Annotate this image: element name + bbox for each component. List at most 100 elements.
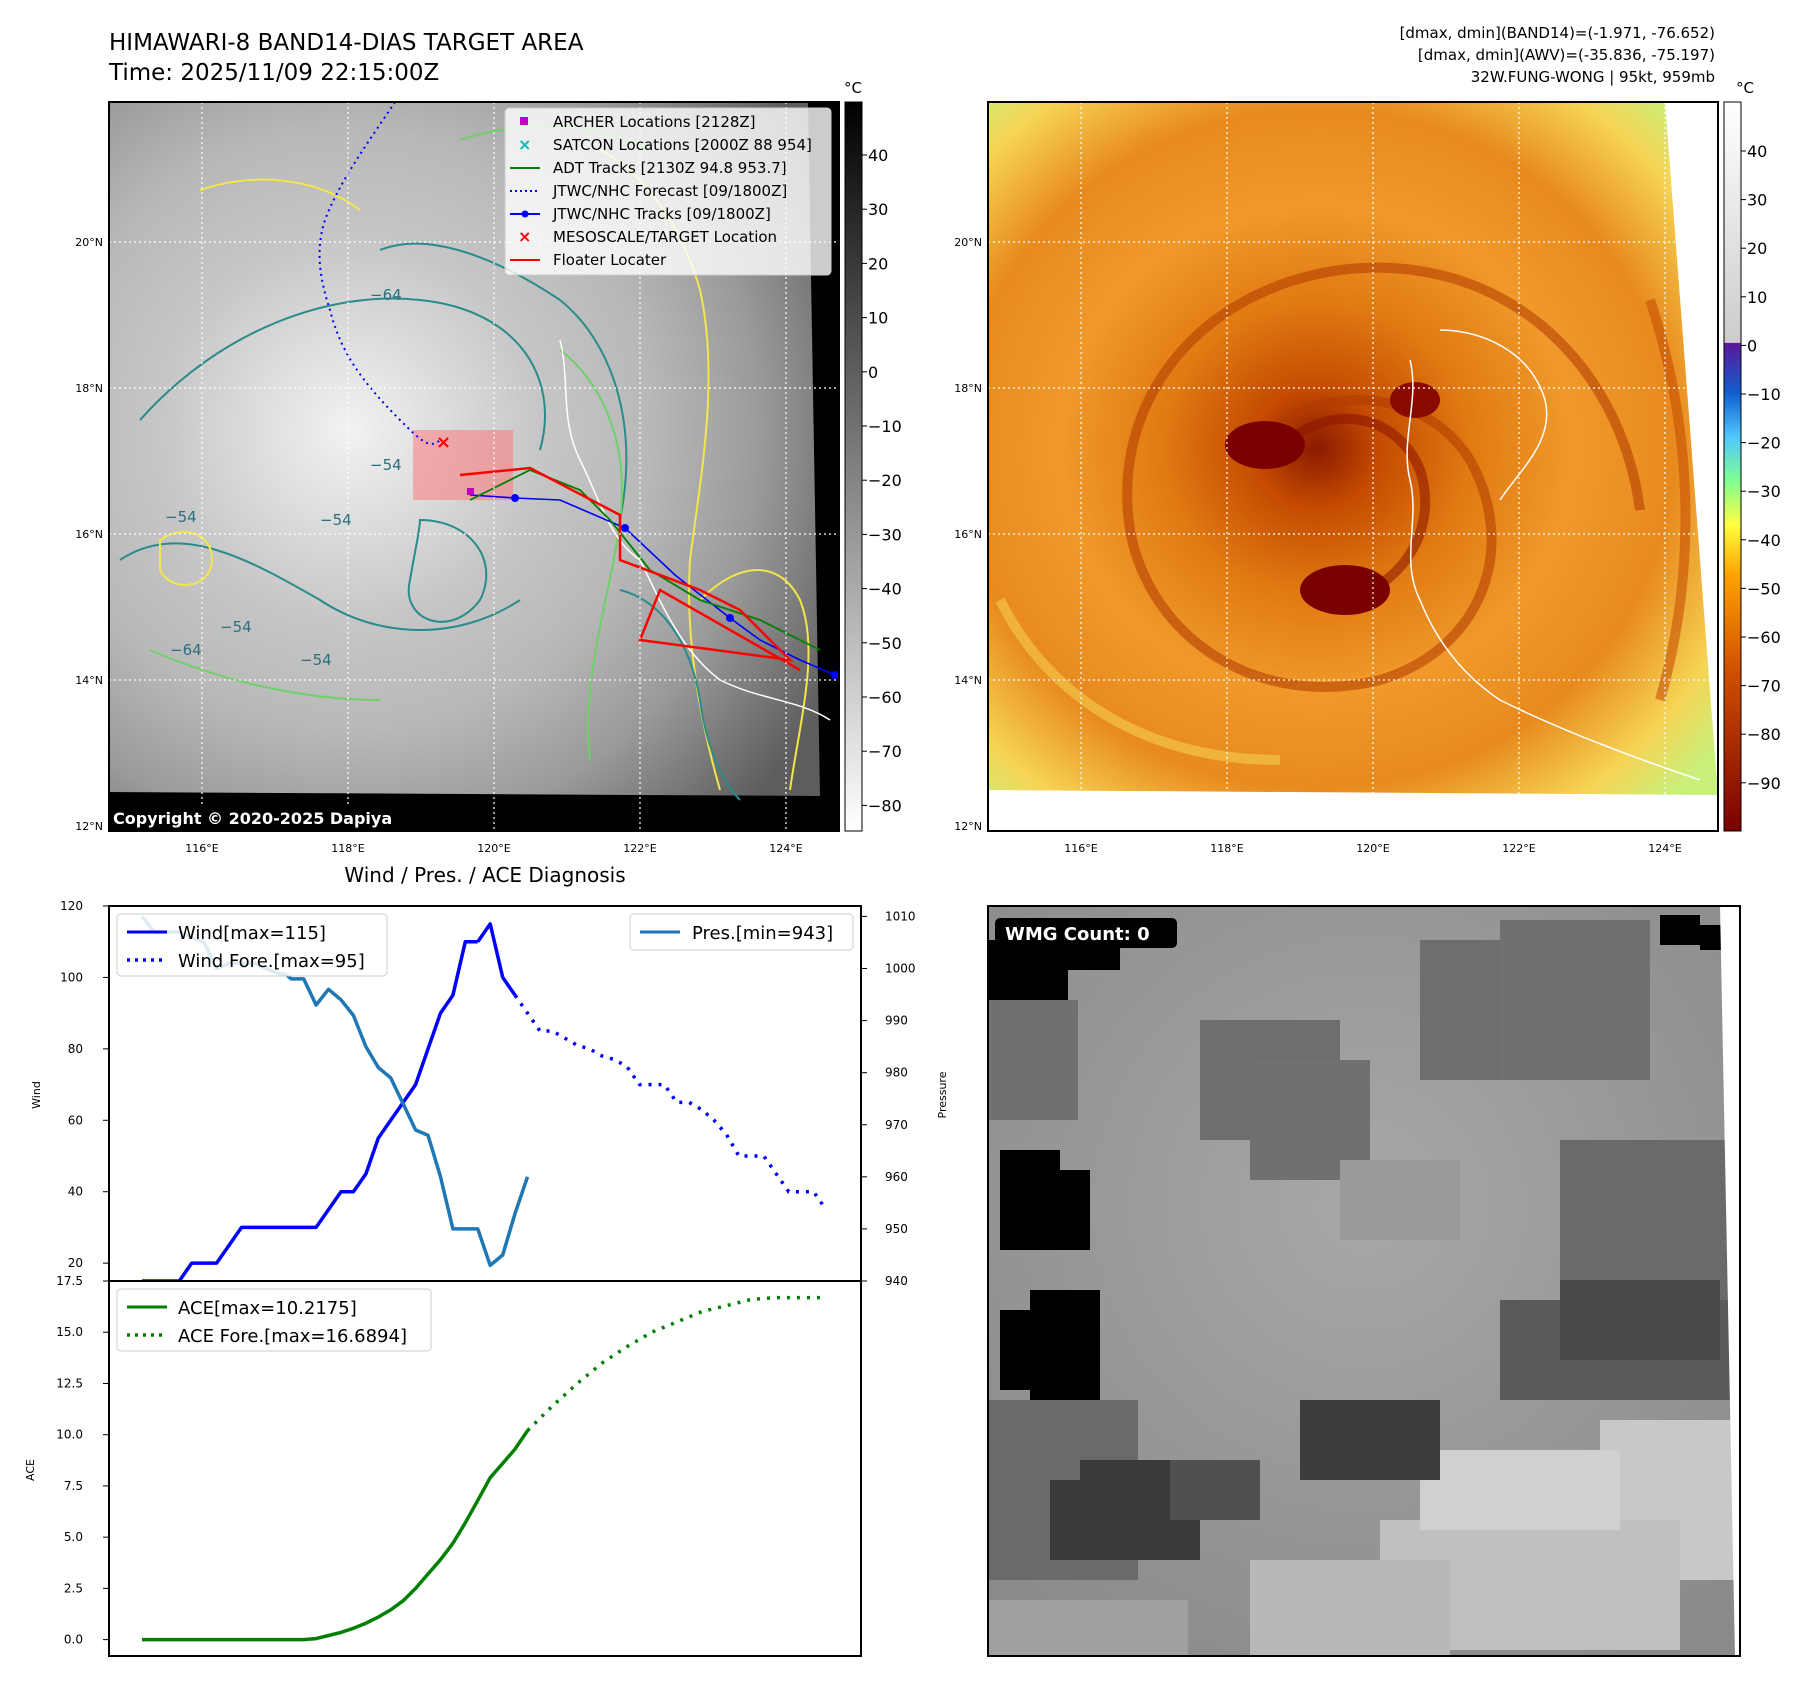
colorbar-tick-label: −80	[1747, 725, 1781, 744]
ace-chart: 0.0 2.5 5.0 7.5 10.0 12.5 15.0 17.5 ACE ACE[max…	[24, 1274, 862, 1657]
pressure-legend: Pres.[min=943]	[629, 913, 854, 951]
diagnosis-title: Wind / Pres. / ACE Diagnosis	[344, 863, 625, 887]
wind-tick-label: 40	[68, 1185, 83, 1199]
lat-tick-label: 12°N	[75, 820, 103, 833]
cold-core	[1390, 382, 1440, 418]
wind-tick-label: 120	[60, 899, 83, 913]
ace-legend: ACE[max=10.2175] ACE Fore.[max=16.6894]	[116, 1288, 432, 1352]
dmax-awv: [dmax, dmin](AWV)=(-35.836, -75.197)	[1418, 46, 1715, 64]
legend-label: JTWC/NHC Tracks [09/1800Z]	[552, 205, 771, 223]
wind-legend-label: Wind[max=115]	[178, 923, 326, 944]
lon-tick-label: 118°E	[331, 842, 364, 855]
pressure-tick-label: 950	[885, 1222, 908, 1236]
colorbar-tick-label: −30	[1747, 482, 1781, 501]
copyright: Copyright © 2020-2025 Dapiya	[113, 809, 392, 828]
wmg-cell	[988, 1000, 1078, 1120]
wind-pressure-chart: 20 40 60 80 100 120 940 950 960 970 980 990 1000 1010…	[30, 899, 949, 1288]
lat-tick-label: 16°N	[75, 528, 103, 541]
wmg-cell	[1420, 1450, 1620, 1530]
contour-label: −64	[170, 641, 202, 659]
colorbar-tick-label: −50	[1747, 579, 1781, 598]
wmg-cell	[1560, 1140, 1740, 1300]
contour-label: −54	[220, 618, 252, 636]
wmg-count: WMG Count: 0	[1005, 924, 1150, 945]
wmg-cell	[1040, 1170, 1090, 1250]
colorbar-tick-label: −10	[868, 417, 902, 436]
colorbar-tick-label: −60	[1747, 628, 1781, 647]
lon-tick-label: 124°E	[769, 842, 802, 855]
pressure-tick-label: 980	[885, 1066, 908, 1080]
ace-legend-label: ACE[max=10.2175]	[178, 1298, 357, 1319]
ace-fore-legend-label: ACE Fore.[max=16.6894]	[178, 1326, 407, 1347]
pressure-axis-label: Pressure	[936, 1071, 949, 1118]
wind-axis-label: Wind	[30, 1081, 43, 1109]
legend-marker: ×	[518, 227, 531, 246]
wmg-cell	[1340, 1160, 1460, 1240]
colorbar-tick-label: −20	[1747, 434, 1781, 453]
pressure-tick-label: 940	[885, 1274, 908, 1288]
lon-tick-label: 116°E	[185, 842, 218, 855]
lon-tick-label: 122°E	[623, 842, 656, 855]
colorbar-tick-label: −70	[868, 742, 902, 761]
ir-legend: ARCHER Locations [2128Z] × SATCON Location…	[504, 107, 832, 276]
pressure-tick-label: 1000	[885, 962, 916, 976]
ace-tick-label: 0.0	[64, 1633, 83, 1647]
colorbar-tick-label: −20	[868, 471, 902, 490]
lat-tick-label: 14°N	[954, 674, 982, 687]
wmg-cell	[988, 940, 1068, 1000]
lat-tick-label: 20°N	[954, 236, 982, 249]
colorbar-tick-label: 20	[868, 254, 888, 273]
map-time: Time: 2025/11/09 22:15:00Z	[108, 60, 439, 86]
cold-core	[1225, 421, 1305, 469]
lon-tick-label: 120°E	[1356, 842, 1389, 855]
wind-tick-label: 80	[68, 1042, 83, 1056]
wind-tick-label: 100	[60, 970, 83, 984]
colorbar-tick-label: −70	[1747, 677, 1781, 696]
map-title: HIMAWARI-8 BAND14-DIAS TARGET AREA	[109, 30, 584, 56]
wmg-cell	[1660, 915, 1700, 945]
cold-core	[1300, 565, 1390, 615]
lat-tick-label: 12°N	[954, 820, 982, 833]
colorbar-tick-label: −60	[868, 688, 902, 707]
ir-map: × −64 −54 −54 −64 −54 −54 −54	[108, 101, 840, 832]
colorbar-tick-label: 30	[1747, 191, 1767, 210]
pressure-tick-label: 970	[885, 1118, 908, 1132]
wmg-cell	[1170, 1460, 1260, 1520]
pressure-tick-label: 990	[885, 1014, 908, 1028]
colorbar-tick-label: 10	[1747, 288, 1767, 307]
contour-label: −54	[165, 508, 197, 526]
dmax-band14: [dmax, dmin](BAND14)=(-1.971, -76.652)	[1400, 24, 1715, 42]
series-line	[476, 922, 517, 997]
colorbar-tick-label: 10	[868, 309, 888, 328]
colorbar-tick-label: 0	[1747, 336, 1757, 355]
wmg-cell	[1500, 920, 1650, 1080]
contour-label: −54	[370, 456, 402, 474]
colorbar-tick-label: 40	[868, 146, 888, 165]
wmg-cell	[1560, 1280, 1720, 1360]
colorbar-tick-label: −90	[1747, 774, 1781, 793]
ir-colorbar-unit: °C	[844, 79, 862, 97]
wmg-cell	[988, 1600, 1188, 1656]
enhanced-ir-map	[987, 101, 1719, 832]
enhanced-colorbar: °C 40 30 20 10 0 −10 −20 −30 −40 −50 −60 −70 −80 −90	[1723, 79, 1781, 832]
enh-colorbar-unit: °C	[1736, 79, 1754, 97]
colorbar-tick-label: −50	[868, 634, 902, 653]
colorbar-tick-label: −10	[1747, 385, 1781, 404]
contour-label: −54	[300, 651, 332, 669]
ace-tick-label: 2.5	[64, 1581, 83, 1595]
colorbar-tick-label: 40	[1747, 142, 1767, 161]
ace-tick-label: 15.0	[56, 1325, 83, 1339]
lat-tick-label: 18°N	[75, 382, 103, 395]
lon-tick-label: 116°E	[1064, 842, 1097, 855]
legend-label: JTWC/NHC Forecast [09/1800Z]	[552, 182, 787, 200]
target-area	[413, 430, 513, 500]
ir-colorbar: °C 40 30 20 10 0 −10 −20 −30 −40 −50 −60 −70 −80	[844, 79, 902, 832]
storm-info: 32W.FUNG-WONG | 95kt, 959mb	[1471, 68, 1715, 86]
wind-legend: Wind[max=115] Wind Fore.[max=95]	[116, 913, 388, 977]
pressure-tick-label: 960	[885, 1170, 908, 1184]
wmg-cell	[1300, 1400, 1440, 1480]
colorbar-tick-label: 20	[1747, 239, 1767, 258]
lat-tick-label: 20°N	[75, 236, 103, 249]
ace-tick-label: 5.0	[64, 1530, 83, 1544]
wind-tick-label: 60	[68, 1113, 83, 1127]
